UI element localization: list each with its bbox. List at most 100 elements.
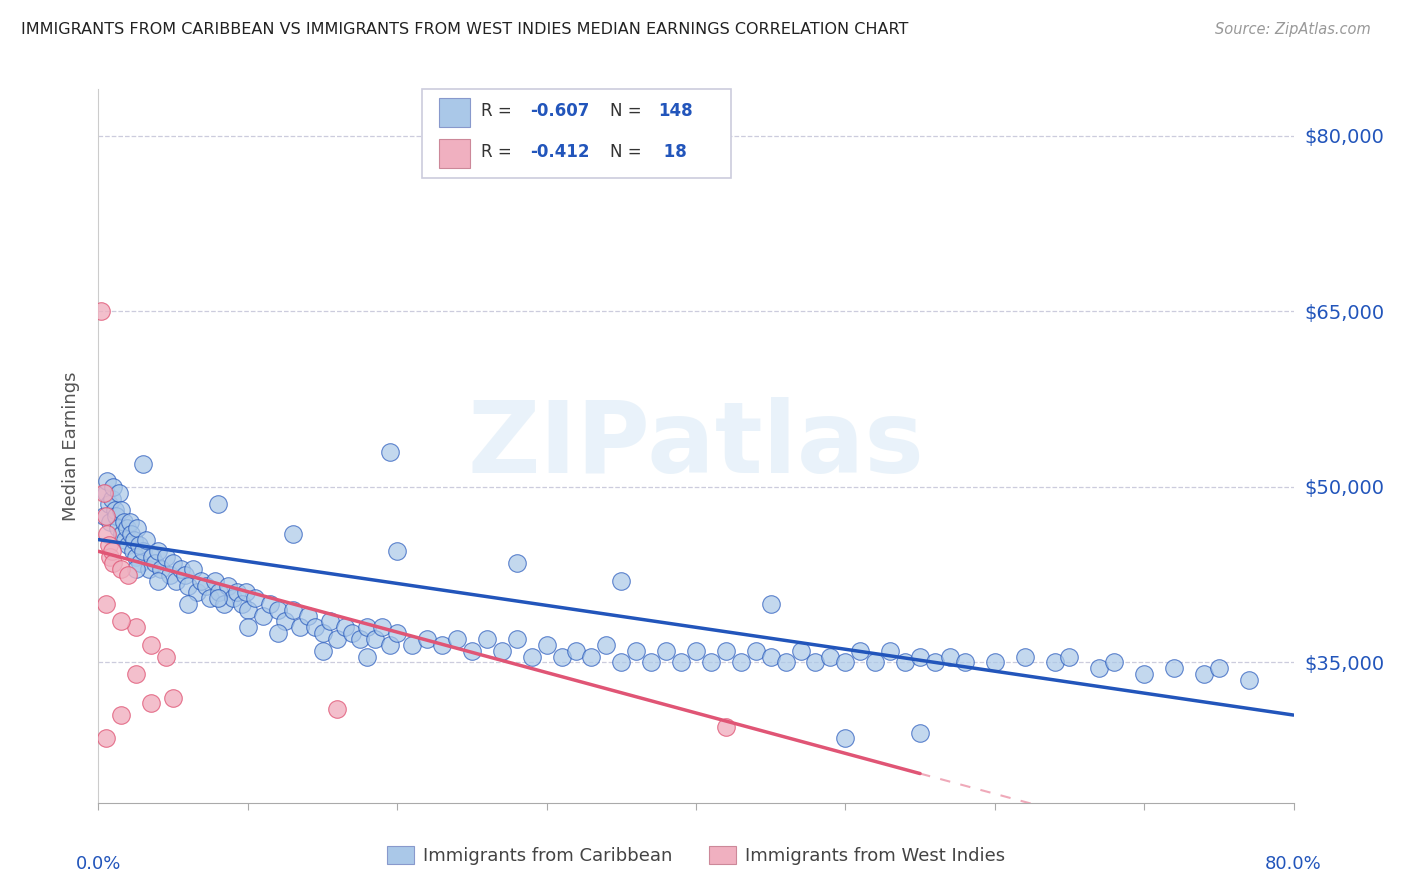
Point bbox=[235, 585, 257, 599]
Point bbox=[730, 656, 752, 670]
Point bbox=[849, 644, 872, 658]
Point bbox=[1104, 656, 1126, 670]
Point bbox=[117, 538, 139, 552]
Point bbox=[342, 626, 364, 640]
Point bbox=[714, 720, 737, 734]
Text: R =: R = bbox=[481, 103, 517, 120]
Point bbox=[121, 544, 143, 558]
Point bbox=[759, 597, 782, 611]
Point bbox=[217, 579, 239, 593]
Point bbox=[745, 644, 768, 658]
Point bbox=[96, 526, 118, 541]
Point bbox=[326, 702, 349, 716]
Legend: Immigrants from Caribbean, Immigrants from West Indies: Immigrants from Caribbean, Immigrants fr… bbox=[380, 838, 1012, 872]
Point bbox=[669, 656, 692, 670]
Point bbox=[195, 579, 218, 593]
Point bbox=[984, 656, 1007, 670]
Point bbox=[1163, 661, 1185, 675]
Point bbox=[112, 515, 135, 529]
Point bbox=[226, 585, 249, 599]
Point bbox=[120, 526, 142, 541]
Point bbox=[1237, 673, 1260, 687]
Point bbox=[231, 597, 253, 611]
Point bbox=[190, 574, 212, 588]
Point bbox=[401, 638, 423, 652]
Point bbox=[212, 597, 235, 611]
Point bbox=[908, 649, 931, 664]
Point bbox=[101, 491, 124, 506]
Point bbox=[207, 498, 229, 512]
Point bbox=[132, 544, 155, 558]
Point bbox=[174, 567, 197, 582]
Point bbox=[139, 697, 162, 711]
Text: N =: N = bbox=[610, 144, 647, 161]
Text: R =: R = bbox=[481, 144, 517, 161]
Point bbox=[90, 304, 112, 318]
Point bbox=[655, 644, 678, 658]
Point bbox=[714, 644, 737, 658]
Point bbox=[104, 503, 127, 517]
Point bbox=[101, 544, 124, 558]
Point bbox=[939, 649, 962, 664]
Point bbox=[595, 638, 617, 652]
Text: IMMIGRANTS FROM CARIBBEAN VS IMMIGRANTS FROM WEST INDIES MEDIAN EARNINGS CORRELA: IMMIGRANTS FROM CARIBBEAN VS IMMIGRANTS … bbox=[21, 22, 908, 37]
Point bbox=[204, 574, 226, 588]
Point bbox=[222, 591, 245, 605]
Point bbox=[288, 620, 311, 634]
Point bbox=[114, 533, 136, 547]
Text: ZIPatlas: ZIPatlas bbox=[468, 398, 924, 494]
Point bbox=[94, 597, 117, 611]
Point bbox=[177, 597, 200, 611]
Text: 80.0%: 80.0% bbox=[1265, 855, 1322, 873]
Point bbox=[98, 515, 122, 529]
Text: 18: 18 bbox=[658, 144, 686, 161]
Text: N =: N = bbox=[610, 103, 647, 120]
Point bbox=[111, 526, 134, 541]
Point bbox=[148, 544, 170, 558]
Point bbox=[475, 632, 498, 646]
Point bbox=[125, 667, 148, 681]
Point bbox=[506, 556, 529, 570]
Point bbox=[135, 533, 157, 547]
Point bbox=[98, 550, 122, 565]
Point bbox=[430, 638, 453, 652]
Point bbox=[127, 521, 149, 535]
Point bbox=[491, 644, 513, 658]
Point bbox=[685, 644, 707, 658]
Point bbox=[129, 556, 152, 570]
Point bbox=[924, 656, 946, 670]
Point bbox=[378, 445, 401, 459]
Point bbox=[565, 644, 588, 658]
Point bbox=[1088, 661, 1111, 675]
Point bbox=[700, 656, 723, 670]
Point bbox=[378, 638, 401, 652]
Point bbox=[93, 485, 115, 500]
Point bbox=[385, 544, 409, 558]
Point bbox=[159, 567, 181, 582]
Point bbox=[139, 638, 162, 652]
Point bbox=[143, 556, 166, 570]
Point bbox=[94, 731, 117, 746]
Point bbox=[103, 480, 125, 494]
Point bbox=[775, 656, 797, 670]
Point bbox=[207, 591, 229, 605]
Point bbox=[304, 620, 326, 634]
Point bbox=[105, 509, 128, 524]
Point bbox=[281, 526, 304, 541]
Point bbox=[94, 509, 117, 524]
Point bbox=[820, 649, 842, 664]
Point bbox=[96, 474, 118, 488]
Point bbox=[162, 690, 184, 705]
Point bbox=[356, 649, 378, 664]
Point bbox=[186, 585, 208, 599]
Point bbox=[110, 562, 132, 576]
Point bbox=[759, 649, 782, 664]
Point bbox=[446, 632, 468, 646]
Point bbox=[110, 503, 132, 517]
Point bbox=[125, 562, 148, 576]
Point bbox=[865, 656, 887, 670]
Point bbox=[1043, 656, 1066, 670]
Point bbox=[245, 591, 267, 605]
Point bbox=[610, 656, 633, 670]
Text: -0.412: -0.412 bbox=[530, 144, 589, 161]
